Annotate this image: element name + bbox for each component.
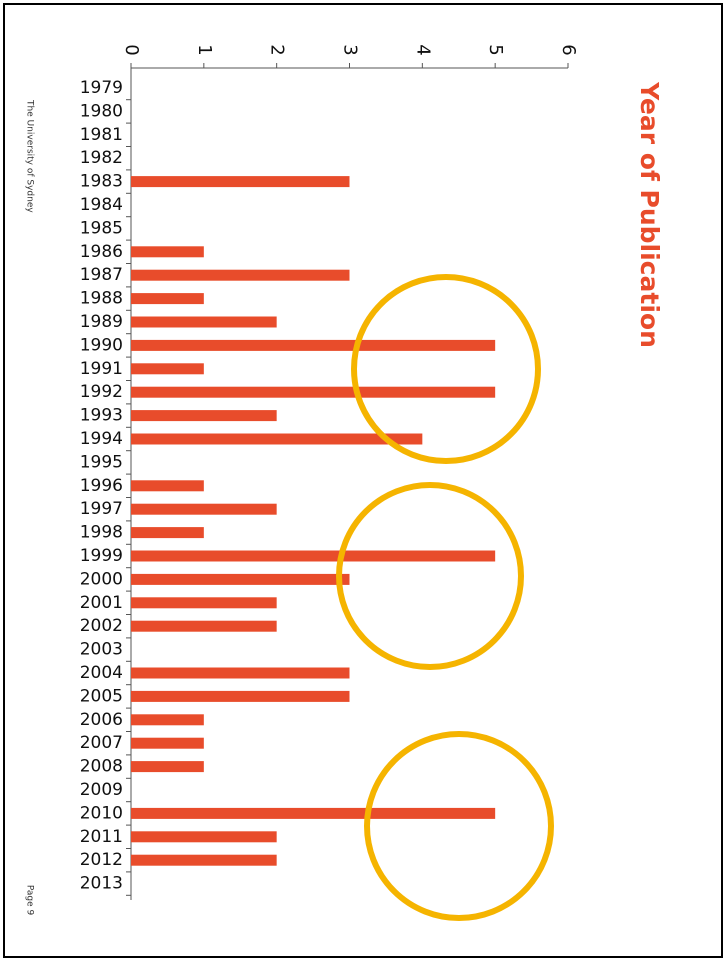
y-tick-label: 1995 <box>80 452 123 472</box>
bar <box>131 269 350 281</box>
y-tick-label: 2007 <box>80 733 123 753</box>
y-tick-label: 2005 <box>80 686 123 706</box>
bar <box>131 363 204 375</box>
y-tick-label: 1981 <box>80 125 123 145</box>
highlight-circle <box>336 482 524 670</box>
y-tick-label: 1989 <box>80 312 123 332</box>
y-tick-label: 2010 <box>80 803 123 823</box>
y-tick-label: 2008 <box>80 757 123 777</box>
x-tick-label: 5 <box>485 44 506 55</box>
y-tick-label: 1999 <box>80 546 123 566</box>
y-tick-label: 1982 <box>80 148 123 168</box>
bar <box>131 293 204 305</box>
y-tick-label: 2012 <box>80 850 123 870</box>
x-tick-label: 0 <box>121 44 142 55</box>
footer-right: Page 9 <box>25 885 35 916</box>
bar <box>131 807 496 819</box>
y-tick-label: 1993 <box>80 406 123 426</box>
bar <box>131 597 277 609</box>
y-tick-label: 1985 <box>80 218 123 238</box>
y-tick-label: 2011 <box>80 827 123 847</box>
bar <box>131 620 277 632</box>
y-tick-label: 2002 <box>80 616 123 636</box>
y-tick-label: 1998 <box>80 523 123 543</box>
bar <box>131 690 350 702</box>
y-tick-label: 2013 <box>80 874 123 894</box>
y-tick-label: 2001 <box>80 593 123 613</box>
y-tick-label: 1991 <box>80 359 123 379</box>
bar <box>131 503 277 515</box>
bar <box>131 339 496 351</box>
highlight-circle <box>364 731 554 921</box>
x-tick-label: 2 <box>267 44 288 55</box>
bar <box>131 737 204 749</box>
y-tick-label: 1980 <box>80 101 123 121</box>
y-tick-label: 2004 <box>80 663 123 683</box>
y-tick-label: 1988 <box>80 289 123 309</box>
chart-title: Year of Publication <box>635 81 664 348</box>
bar <box>131 573 350 585</box>
y-tick-label: 1979 <box>80 78 123 98</box>
y-tick-label: 1983 <box>80 172 123 192</box>
bar <box>131 433 423 445</box>
y-tick-label: 1994 <box>80 429 123 449</box>
bar <box>131 714 204 726</box>
x-tick-label: 4 <box>412 44 433 55</box>
y-tick-label: 1987 <box>80 265 123 285</box>
plot: 0 1 2 3 4 5 6 1979 1980 1981 1982 1983 1984 1985 1986 1… <box>80 44 579 900</box>
bar <box>131 246 204 258</box>
bar <box>131 667 350 679</box>
y-tick-label: 1997 <box>80 499 123 519</box>
bar <box>131 550 496 562</box>
y-tick-label: 1996 <box>80 476 123 496</box>
x-tick-label: 6 <box>558 44 579 55</box>
y-tick-label: 2003 <box>80 640 123 660</box>
y-tick-label: 2009 <box>80 780 123 800</box>
y-tick-label: 1984 <box>80 195 123 215</box>
frame <box>3 3 723 958</box>
highlight-circle <box>351 274 541 464</box>
y-tick-label: 1986 <box>80 242 123 262</box>
bar <box>131 761 204 773</box>
y-tick-label: 2006 <box>80 710 123 730</box>
bar <box>131 410 277 422</box>
bar <box>131 480 204 492</box>
x-tick-label: 3 <box>340 44 361 55</box>
bar <box>131 316 277 328</box>
bar <box>131 176 350 188</box>
y-tick-label: 1990 <box>80 335 123 355</box>
y-tick-label: 2000 <box>80 569 123 589</box>
x-tick-label: 1 <box>194 44 215 55</box>
bar <box>131 386 496 398</box>
y-tick-label: 1992 <box>80 382 123 402</box>
bar <box>131 831 277 843</box>
bar <box>131 527 204 539</box>
footer-left: The University of Sydney <box>25 99 35 213</box>
highlights <box>336 274 554 921</box>
bar <box>131 854 277 866</box>
